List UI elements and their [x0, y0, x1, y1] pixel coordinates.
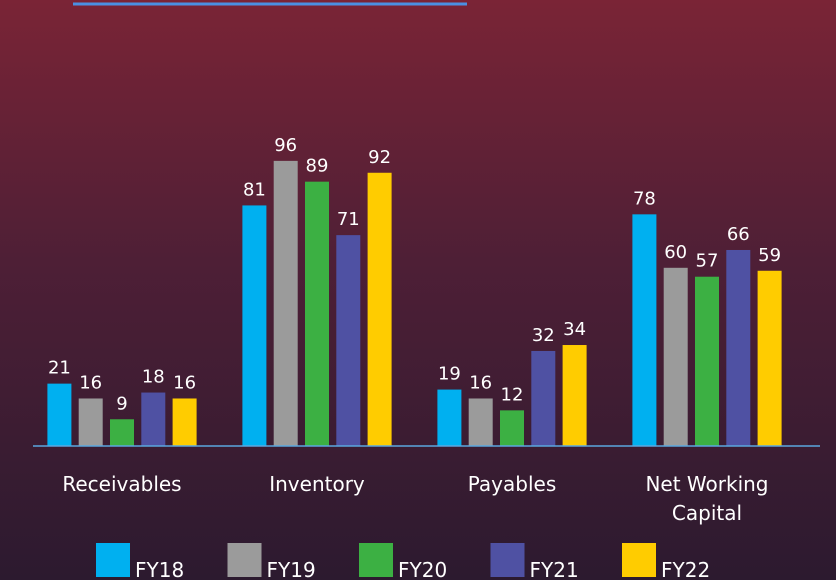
bar	[562, 345, 587, 446]
bar	[726, 249, 751, 446]
data-label: 71	[337, 209, 360, 230]
data-label: 32	[532, 325, 555, 346]
legend-swatch	[359, 543, 393, 577]
data-label: 19	[438, 364, 461, 385]
bar	[437, 389, 462, 446]
legend-swatch	[96, 543, 130, 577]
bar	[273, 160, 298, 446]
data-label: 16	[469, 372, 492, 393]
bar	[367, 172, 392, 446]
data-label: 81	[243, 179, 266, 200]
data-label: 78	[633, 188, 656, 209]
bar	[632, 214, 657, 446]
bar	[757, 270, 782, 446]
data-label: 16	[173, 372, 196, 393]
data-label: 66	[727, 224, 750, 245]
bar	[663, 267, 688, 446]
data-label: 34	[563, 319, 586, 340]
x-tick-label: Payables	[467, 472, 557, 496]
bar	[531, 350, 556, 446]
bar	[141, 392, 166, 446]
data-label: 18	[142, 367, 165, 388]
legend-swatch	[227, 543, 262, 577]
x-tick-label: Receivables	[62, 472, 182, 496]
x-tick-label: Inventory	[269, 472, 365, 496]
data-label: 57	[696, 251, 719, 272]
legend-label: FY22	[661, 558, 710, 580]
bar	[336, 235, 361, 446]
legend-label: FY21	[530, 558, 579, 580]
bar	[78, 398, 103, 446]
bar	[110, 419, 134, 446]
legend-label: FY20	[398, 558, 447, 580]
data-label: 60	[664, 242, 687, 263]
x-tick-label: Net Working Capital	[645, 472, 769, 525]
data-label: 96	[274, 135, 297, 156]
legend-swatch	[622, 543, 656, 577]
bar	[47, 383, 72, 446]
data-label: 21	[48, 358, 71, 379]
data-label: 92	[368, 147, 391, 168]
bar	[468, 398, 493, 446]
legend-swatch	[490, 543, 525, 577]
data-label: 89	[306, 156, 329, 177]
bar	[500, 410, 524, 446]
bar	[695, 276, 719, 446]
bar	[305, 181, 329, 447]
data-label: 12	[501, 384, 524, 405]
data-label: 59	[758, 245, 781, 266]
legend-label: FY18	[135, 558, 184, 580]
data-label: 16	[79, 372, 102, 393]
data-label: 9	[116, 393, 127, 414]
bar	[242, 205, 267, 446]
bar	[172, 398, 197, 446]
legend-label: FY19	[267, 558, 316, 580]
